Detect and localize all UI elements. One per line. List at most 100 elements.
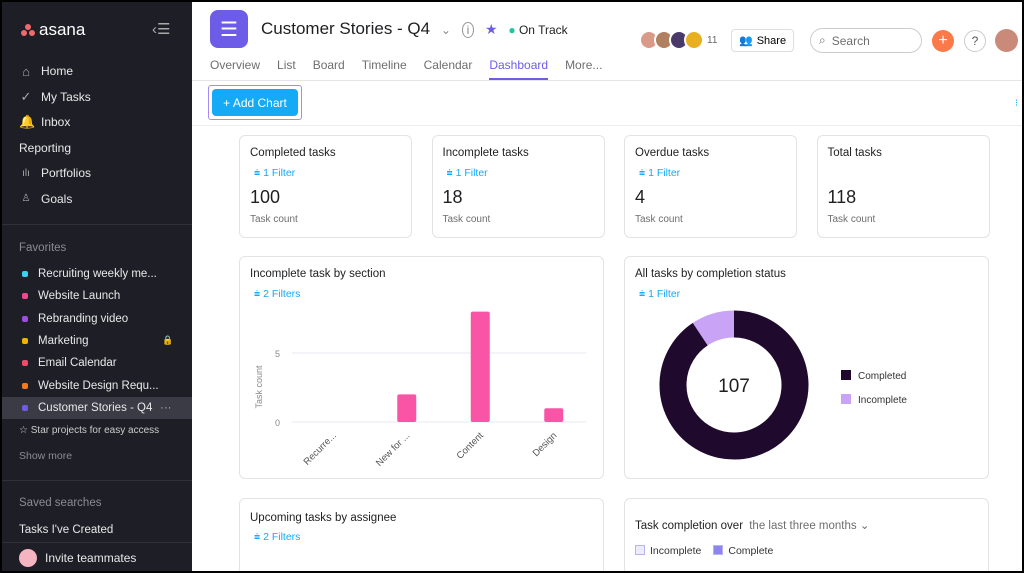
tab-calendar[interactable]: Calendar [423,58,473,72]
tab-list[interactable]: List [277,58,296,72]
y-axis-label: Task count [254,365,264,409]
range-label: the last three months [749,520,857,532]
y-tick-label: 0 [275,418,280,428]
sidebar-item-my-tasks[interactable]: ✓ My Tasks [19,87,189,107]
favorite-project[interactable]: Recruiting weekly me... [2,263,192,285]
project-title-text[interactable]: Customer Stories - Q4 [261,19,431,38]
favorite-project[interactable]: Email Calendar [2,352,192,374]
favorite-label: Website Launch [38,290,121,303]
status-badge[interactable]: ● On Track [508,23,568,37]
tab-timeline[interactable]: Timeline [361,58,407,72]
sidebar-item-portfolios[interactable]: ılı Portfolios [19,163,189,183]
tab-board[interactable]: Board [312,58,345,72]
bar[interactable] [397,394,417,422]
star-hint: ☆ Star projects for easy access [19,425,160,436]
check-circle-icon: ✓ [20,88,32,104]
donut-slice[interactable] [659,310,809,460]
share-button[interactable]: 👥 Share [731,29,795,52]
project-list-icon[interactable]: ☰ [210,10,248,48]
member-count: 11 [707,34,718,46]
search-placeholder: Search [831,33,870,48]
avatar [684,30,704,50]
show-more-link[interactable]: Show more [19,450,73,462]
stat-label: Task count [635,214,683,225]
range-dropdown[interactable]: the last three months ⌄ [749,520,870,532]
favorite-label: Marketing [38,334,89,347]
chevron-down-icon[interactable]: ⌄ [440,23,451,37]
donut-chart-card[interactable]: All tasks by completion status ⩧ 1 Filte… [624,256,989,479]
tab-dashboard[interactable]: Dashboard [489,58,549,80]
person-icon: ♙ [21,193,31,204]
quick-add-button[interactable]: + [932,30,954,52]
stat-card[interactable]: Incomplete tasks ⩧ 1 Filter 18 Task count [431,135,605,238]
sidebar-item-label: My Tasks [41,89,91,104]
more-options-icon[interactable]: ··· [160,401,172,414]
filter-button[interactable]: ⩧ 1 Filter [639,288,681,300]
brand-name: asana [39,20,86,39]
bar[interactable] [470,311,490,422]
members-facepile[interactable]: 11 [639,30,718,50]
collapse-sidebar-icon[interactable]: ‹☰ [152,21,171,38]
sidebar-item-goals[interactable]: ♙ Goals [19,189,189,209]
stat-value: 4 [635,187,646,207]
stat-card[interactable]: Overdue tasks ⩧ 1 Filter 4 Task count [624,135,797,238]
home-icon: ⌂ [22,63,30,79]
bell-icon: 🔔 [19,114,36,129]
favorite-project[interactable]: Marketing 🔒 [2,330,192,352]
favorite-project[interactable]: Website Design Requ... [2,375,192,397]
filter-button[interactable]: ⩧ 1 Filter [254,167,296,179]
help-button[interactable]: ? [964,30,986,52]
divider [2,224,192,225]
stat-title: Incomplete tasks [442,147,529,159]
lock-icon: 🔒 [162,335,174,346]
share-label: Share [756,34,787,47]
filter-label: 1 Filter [263,167,296,179]
filter-label: 2 Filters [263,288,301,300]
people-icon: 👥 [739,35,753,47]
filter-button[interactable]: ⩧ 1 Filter [446,167,488,179]
stat-card[interactable]: Total tasks 118 Task count [816,135,990,238]
filter-button[interactable]: ⩧ 2 Filters [254,531,301,543]
bar[interactable] [544,408,564,422]
sidebar-item-reporting[interactable]: Reporting [19,138,189,158]
divider [192,125,1022,126]
favorite-project[interactable]: Rebranding video [2,308,192,330]
sidebar-item-label: Portfolios [41,166,92,180]
tab-overview[interactable]: Overview [210,58,261,72]
stat-card[interactable]: Completed tasks ⩧ 1 Filter 100 Task count [239,135,412,238]
filter-button[interactable]: ⩧ 2 Filters [254,288,301,300]
search-input[interactable]: ⌕ Search [810,28,922,53]
upcoming-tasks-card[interactable]: Upcoming tasks by assignee ⩧ 2 Filters [239,498,604,571]
filter-label: 1 Filter [648,167,681,179]
user-avatar[interactable] [995,29,1018,52]
chart-title: Upcoming tasks by assignee [250,512,397,524]
asana-logo[interactable]: asana [21,20,85,40]
project-color-icon [22,404,28,411]
y-tick-label: 5 [275,349,280,359]
x-tick-label: Recurre... [302,430,339,467]
overflow-link[interactable]: ⁝ [1014,98,1018,109]
sidebar: asana ‹☰ ⌂ Home ✓ My Tasks 🔔 Inbox Reporting ıl… [2,2,192,571]
favorite-label: Email Calendar [38,357,117,370]
legend-label: Completed [858,371,906,382]
favorite-project[interactable]: Website Launch [2,285,192,307]
task-completion-card[interactable]: Task completion over the last three mont… [624,498,989,571]
saved-search-item[interactable]: Tasks I've Created [19,524,114,536]
filter-button[interactable]: ⩧ 1 Filter [639,167,681,179]
project-color-icon [22,293,28,300]
tab-more[interactable]: More... [565,58,603,72]
bar-chart-card[interactable]: Incomplete task by section ⩧ 2 Filters 0… [239,256,604,479]
donut-slice[interactable] [692,310,735,346]
project-color-icon [22,382,28,389]
favorite-project[interactable]: Customer Stories - Q4 ··· [2,396,192,419]
sidebar-item-inbox[interactable]: 🔔 Inbox [19,112,189,132]
status-text: On Track [518,23,568,37]
invite-teammates-button[interactable]: Invite teammates [19,548,189,568]
project-tabs: Overview List Board Timeline Calendar Dashboa… [210,58,602,80]
project-color-icon [22,315,28,322]
sidebar-item-home[interactable]: ⌂ Home [19,61,189,81]
info-icon[interactable]: i [461,22,475,38]
star-icon[interactable]: ★ [485,21,498,37]
favorite-label: Website Design Requ... [38,379,159,392]
add-chart-button[interactable]: + Add Chart [212,89,298,116]
